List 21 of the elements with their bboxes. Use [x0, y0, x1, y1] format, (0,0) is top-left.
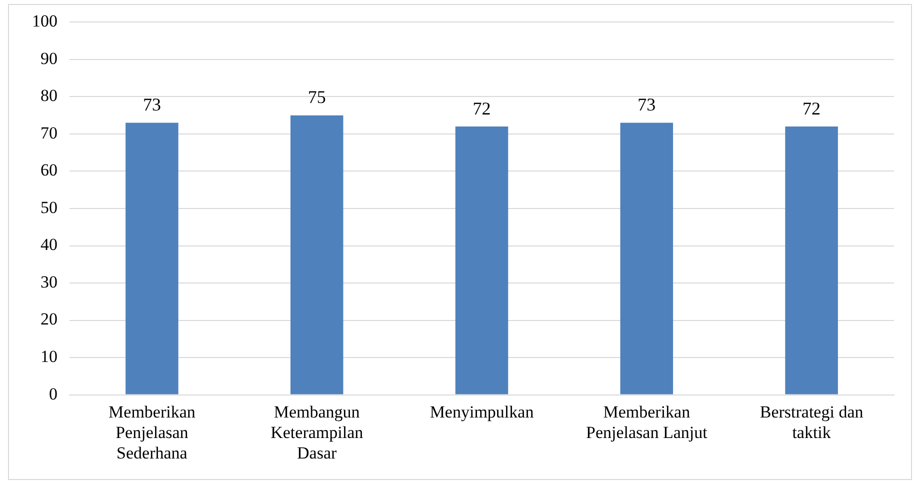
data-label: 72: [802, 98, 821, 118]
y-tick-label: 90: [40, 48, 58, 68]
data-label: 73: [638, 94, 656, 115]
x-tick-label: Menyimpulkan: [430, 402, 534, 422]
y-tick-label: 0: [49, 384, 58, 404]
data-label: 73: [142, 94, 161, 115]
y-tick-label: 80: [40, 86, 58, 106]
data-label: 75: [308, 87, 326, 108]
y-tick-label: 60: [40, 160, 58, 180]
y-tick-label: 20: [40, 310, 58, 329]
y-tick-label: 10: [40, 347, 58, 366]
y-tick-label: 40: [40, 235, 58, 254]
x-tick-label: Memberikan Penjelasan Lanjut: [586, 402, 708, 442]
y-tick-label: 100: [32, 12, 58, 31]
data-label: 72: [472, 98, 491, 118]
x-tick-label: Memberikan Penjelasan Sederhana: [108, 402, 196, 462]
x-tick-label: Berstrategi dan taktik: [760, 402, 864, 442]
x-tick-label: Membangun Keterampilan Dasar: [270, 402, 364, 462]
y-tick-label: 30: [40, 272, 58, 292]
y-tick-label: 70: [40, 123, 58, 142]
y-tick-label: 50: [40, 198, 58, 217]
